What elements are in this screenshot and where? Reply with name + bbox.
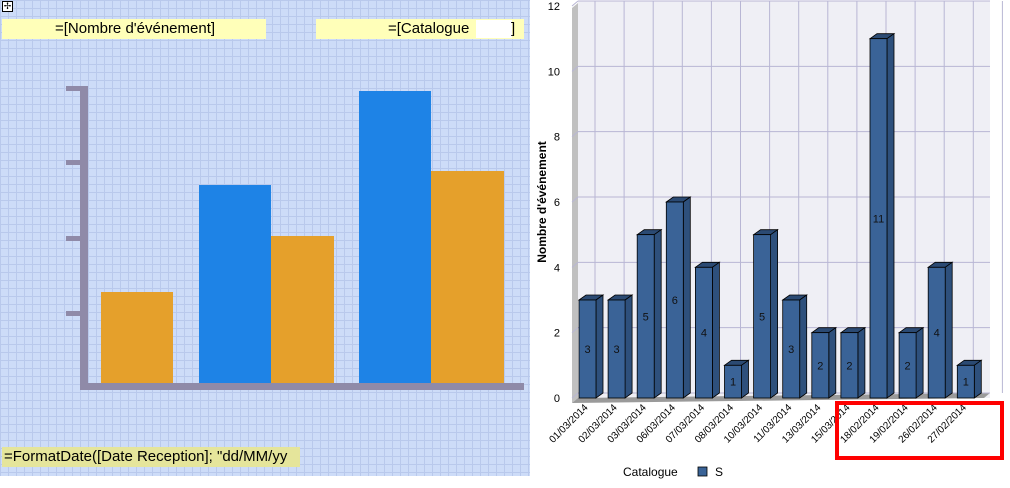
bar-side [741,359,749,399]
measure-field[interactable]: =[Nombre d'événement] [2,19,266,39]
gridline [571,0,579,7]
bar [578,299,597,399]
legend-title: Catalogue [623,465,678,479]
bar-data-label: 6 [672,295,678,307]
bar-side [828,326,837,399]
bar [927,266,946,399]
bar [898,332,917,399]
y-tick-label: 12 [548,1,560,13]
placeholder-bar [101,292,173,383]
bar [724,364,742,399]
bar-side [857,326,866,399]
series-field[interactable]: =[Catalogue ] [316,19,524,39]
bar [782,299,801,399]
bar [956,364,975,399]
y-tick-label: 6 [554,197,560,209]
bar-side [886,32,895,399]
bar [840,332,859,399]
bar [869,38,888,399]
placeholder-bar [431,171,504,383]
y-axis-title: Nombre d'événement [535,141,549,263]
bar-data-label: 3 [614,344,620,356]
y-tick-label: 2 [554,328,560,340]
bar-side [653,228,662,399]
bar-data-label: 5 [643,311,649,323]
bar-data-label: 3 [788,344,794,356]
legend-label: S [715,465,723,479]
gridline [571,131,579,138]
gridline [571,65,579,72]
tick [66,236,82,241]
plot-side-wall [572,3,578,403]
bar-data-label: 4 [934,328,940,340]
bar [665,201,684,399]
tick [66,160,82,165]
bar-side [682,196,691,399]
bar-side [624,294,633,399]
bar [811,332,830,399]
bar-data-label: 1 [963,377,969,389]
bar-data-label: 11 [873,213,884,225]
bar [607,299,626,399]
bar-data-label: 4 [701,328,707,340]
bar-chart: 0 2 4 6 8 10 12 Nombre d'événement 3 01/03/2014 3 0… [530,0,1010,483]
bar [636,234,655,399]
y-tick-label: 0 [554,393,560,405]
bar-side [595,294,604,399]
highlight-box [835,401,1004,460]
category-field[interactable]: =FormatDate([Date Reception]; "dd/MM/yy [2,447,300,467]
move-cross-icon[interactable]: ✢ [2,1,13,12]
gridline [571,327,579,334]
tick [66,86,82,91]
gridline [571,261,579,268]
bar-side [915,326,924,399]
tick [66,311,82,316]
placeholder-bar [271,236,334,383]
legend-swatch [697,466,708,477]
gridline [571,196,579,203]
bar-side [944,261,953,399]
field-blank [476,20,512,38]
y-tick-label: 8 [554,132,560,144]
y-tick-label: 10 [548,66,560,78]
placeholder-y-axis [80,86,88,390]
bar-side [799,294,808,399]
bar-side [770,228,779,399]
bar-data-label: 2 [817,360,823,372]
chart-designer-preview[interactable]: ✢ =[Nombre d'événement] =[Catalogue ] =F… [0,0,530,476]
placeholder-bar [359,91,431,383]
bar-side [973,359,982,399]
placeholder-bar [199,185,271,383]
placeholder-x-axis [80,383,524,390]
bar-data-label: 3 [584,344,590,356]
bar [694,266,713,399]
bar [753,234,772,399]
gridline [571,392,579,399]
bar-data-label: 1 [730,377,736,389]
bar-data-label: 2 [905,360,911,372]
bar-side [711,261,720,399]
bar-data-label: 5 [759,311,765,323]
y-tick-label: 4 [554,262,560,274]
bar-data-label: 2 [846,360,852,372]
